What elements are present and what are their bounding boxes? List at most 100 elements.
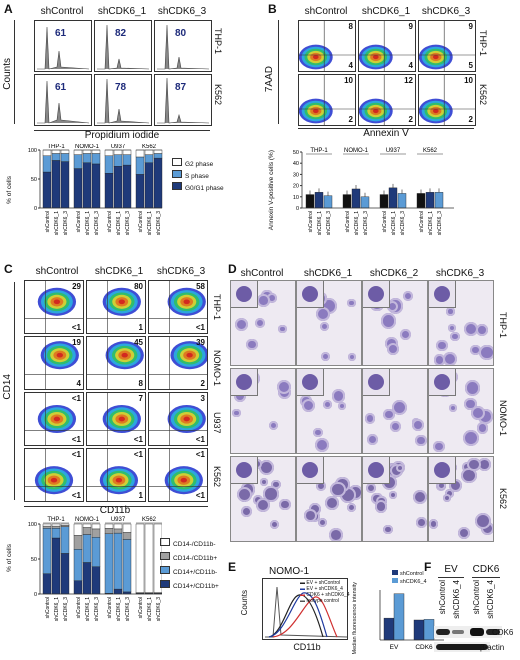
a-legend-label: G2 phase xyxy=(185,161,214,168)
cell xyxy=(320,351,330,361)
y-tick-label: 50 xyxy=(31,557,37,563)
b-col-header: shCDK6_1 xyxy=(361,6,411,17)
b-col-header: shCDK6_3 xyxy=(421,6,471,17)
cycle-bar-segment xyxy=(42,155,52,173)
upper-right-percent: 12 xyxy=(404,76,413,85)
cycle-bar-segment xyxy=(153,157,163,209)
cycle-bar-segment xyxy=(91,163,101,209)
c-legend: CD14-/CD11b- CD14-/CD11b+ CD14+/CD11b- C… xyxy=(160,538,219,594)
e-title: NOMO-1 xyxy=(269,566,309,577)
f-group-line xyxy=(472,577,500,578)
e-bar-ylabel: Median fluorescence intensity xyxy=(352,582,358,655)
apoptosis-bar xyxy=(351,188,361,209)
cell xyxy=(448,403,458,412)
y-tick-label: 0 xyxy=(34,206,37,212)
diff-bar-segment xyxy=(73,580,83,595)
x-tick-label: shControl xyxy=(107,597,113,618)
a-g01-value: 61 xyxy=(55,82,67,93)
density-contour xyxy=(180,477,187,483)
d-inset xyxy=(429,457,456,484)
cycle-bar-segment xyxy=(144,162,154,209)
diff-bar-segment xyxy=(91,523,101,530)
cell xyxy=(315,437,330,452)
a-histogram xyxy=(94,74,152,126)
lower-right-percent: 1 xyxy=(138,323,143,332)
d-inset xyxy=(297,369,324,396)
density-contour xyxy=(312,108,319,114)
cell xyxy=(380,313,397,330)
group-label: K562 xyxy=(142,144,157,150)
blot-band xyxy=(436,644,488,650)
d-col-header: shControl xyxy=(240,268,284,279)
x-tick-label: EV xyxy=(390,644,399,651)
cell xyxy=(479,344,493,361)
cycle-bar-segment xyxy=(153,153,163,159)
cell xyxy=(267,292,278,303)
c-flow-plot: <1 1 xyxy=(86,448,146,502)
cell xyxy=(367,434,379,446)
upper-right-percent: 19 xyxy=(72,338,81,347)
e-histogram xyxy=(262,578,348,640)
e-legend-swatch: ▬ xyxy=(300,580,305,586)
d-row-label: NOMO-1 xyxy=(498,400,508,436)
group-label: K562 xyxy=(142,517,157,523)
e-bar-swatch xyxy=(392,570,398,575)
b-row-label: K562 xyxy=(478,84,488,106)
e-bar-legend: shControl shCDK6_4 xyxy=(392,570,427,586)
y-tick-label: 40 xyxy=(293,161,299,167)
d-inset xyxy=(231,281,258,308)
c-flow-plot: 19 4 xyxy=(24,336,84,390)
y-tick-label: 20 xyxy=(293,184,299,190)
group-label: NOMO-1 xyxy=(344,148,369,154)
c-flow-plot: 45 8 xyxy=(86,336,146,390)
diff-bar-segment xyxy=(122,532,132,540)
d-inset xyxy=(363,457,390,484)
lower-right-percent: 4 xyxy=(76,379,81,388)
diff-bar-segment xyxy=(60,523,70,526)
e-bar-swatch xyxy=(392,578,398,583)
cycle-bar-segment xyxy=(60,161,70,209)
density-contour xyxy=(53,416,61,422)
e-bar-legend-label: shCDK6_4 xyxy=(400,579,427,585)
group-label: U937 xyxy=(111,517,126,523)
a-col-header: shCDK6_1 xyxy=(97,6,147,17)
density-contour xyxy=(115,477,123,483)
cycle-bar-segment xyxy=(60,149,70,154)
c-x-arrow xyxy=(24,506,208,507)
x-tick-label: shCDK6_3 xyxy=(156,211,162,235)
inset-cell xyxy=(368,286,384,302)
x-tick-label: shControl xyxy=(382,211,388,232)
a-legend-label: S phase xyxy=(185,173,209,180)
cycle-bar-segment xyxy=(135,174,145,209)
cycle-bar-segment xyxy=(104,155,114,174)
c-flow-plot: <1 <1 xyxy=(24,392,84,446)
diff-bar-segment xyxy=(60,525,70,527)
b-ylabel: 7AAD xyxy=(264,66,275,93)
group-label: NOMO-1 xyxy=(75,144,100,150)
diff-bar-segment xyxy=(104,533,114,594)
cell xyxy=(450,331,460,342)
d-micrograph xyxy=(230,456,296,542)
cycle-bar-segment xyxy=(82,149,92,154)
diff-bar-segment xyxy=(82,534,92,563)
x-tick-label: shControl xyxy=(308,211,314,232)
apoptosis-bar xyxy=(305,194,315,209)
inset-cell xyxy=(236,286,252,302)
cell xyxy=(257,294,270,307)
diff-bar-segment xyxy=(122,539,132,593)
group-label: K562 xyxy=(423,148,438,154)
cycle-bar-segment xyxy=(42,171,52,209)
x-tick-label: shCDK6_1 xyxy=(54,597,60,621)
panel-b-label: B xyxy=(268,2,277,16)
diff-bar-segment xyxy=(113,588,123,595)
e-legend-swatch: ▬ xyxy=(300,592,305,598)
diff-bar-segment xyxy=(104,523,114,529)
c-xlabel: CD11b xyxy=(99,505,131,516)
density-contour xyxy=(53,299,61,305)
cycle-bar-segment xyxy=(42,149,52,157)
cycle-bar-segment xyxy=(82,162,92,209)
cycle-bar-segment xyxy=(51,149,61,154)
cycle-bar-segment xyxy=(60,153,70,162)
y-tick-label: 100 xyxy=(28,148,37,154)
